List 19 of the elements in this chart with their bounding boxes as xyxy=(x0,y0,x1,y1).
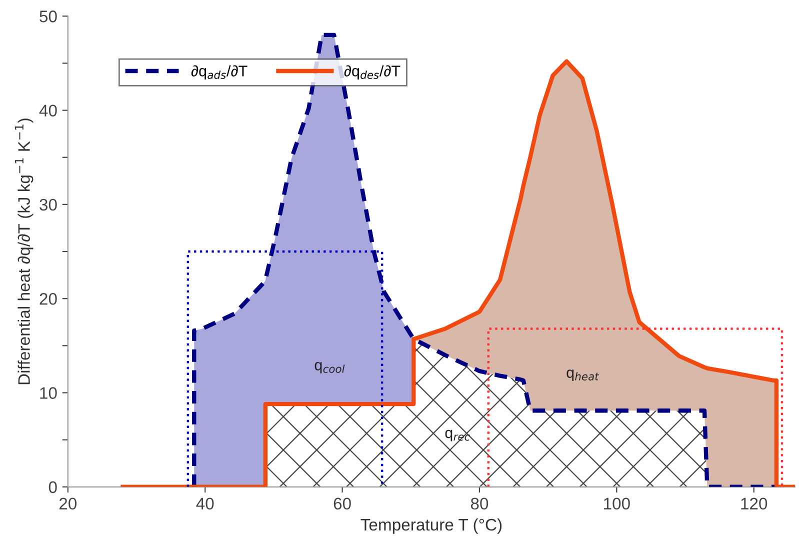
x-axis-title: Temperature T (°C) xyxy=(360,518,502,534)
annotation: q$_{heat}$ xyxy=(566,370,600,381)
x-tick-label: 40 xyxy=(196,498,214,510)
y-tick-label: 30 xyxy=(40,198,57,211)
line-series xyxy=(120,59,796,487)
y-tick-label: 0 xyxy=(48,481,57,494)
legend-label: ∂q$_{des}$/∂T xyxy=(344,65,400,80)
y-axis-title: Differential heat ∂q/∂T (kJ kg$^{−1}$ K$^{−1}$) xyxy=(14,118,34,384)
y-tick-label: 20 xyxy=(40,292,57,305)
x-tick-label: 60 xyxy=(334,498,351,510)
x-tick-label: 20 xyxy=(59,498,77,510)
x-tick-label: 80 xyxy=(470,498,488,510)
legend-label: ∂q$_{ads}$/∂T xyxy=(191,65,248,80)
y-tick-label: 40 xyxy=(39,104,57,116)
x-tick-label: 120 xyxy=(741,498,768,510)
y-tick-label: 50 xyxy=(40,10,57,22)
x-tick-label: 100 xyxy=(604,498,630,510)
annotation: q$_{cool}$ xyxy=(314,362,345,374)
y-tick-label: 10 xyxy=(40,387,57,399)
